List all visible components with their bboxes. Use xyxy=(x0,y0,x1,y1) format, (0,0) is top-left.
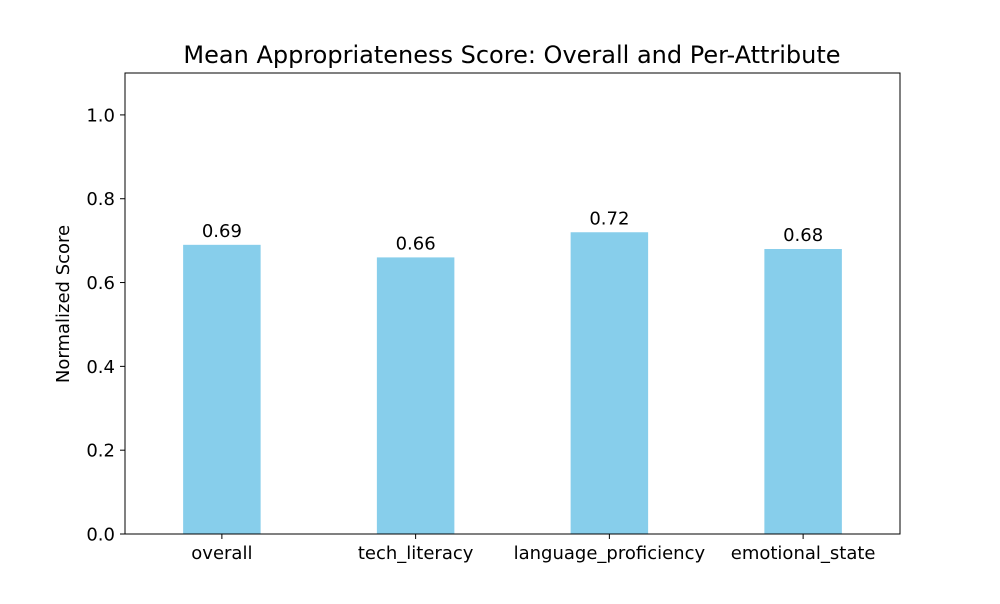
bar-value-label: 0.68 xyxy=(783,225,823,246)
bar-emotional_state xyxy=(764,249,842,534)
x-tick-label: overall xyxy=(191,543,252,564)
y-tick-label: 0.6 xyxy=(86,273,115,294)
bars-layer: 0.69 0.66 0.72 0.68 xyxy=(183,208,842,534)
y-tick-label: 1.0 xyxy=(86,105,115,126)
y-tick-label: 0.8 xyxy=(86,189,115,210)
plot-frame xyxy=(124,72,901,535)
x-tick-label: emotional_state xyxy=(731,543,876,564)
y-tick-label: 0.2 xyxy=(86,441,115,462)
x-tick-label: language_proficiency xyxy=(514,543,706,564)
y-tick-label: 0.4 xyxy=(86,357,115,378)
x-tick-label: tech_literacy xyxy=(358,543,474,564)
y-tick-label: 0.0 xyxy=(86,525,115,546)
chart-title: Mean Appropriateness Score: Overall and … xyxy=(183,41,840,69)
bar-tech_literacy xyxy=(376,257,455,534)
axes-layer: 0.0 0.2 0.4 0.6 0.8 1.0 overall tech_literacy la… xyxy=(86,72,901,564)
bar-overall xyxy=(183,244,261,534)
bar-value-label: 0.66 xyxy=(396,233,436,254)
bar-value-label: 0.69 xyxy=(202,221,242,242)
bar-language_proficiency xyxy=(570,232,649,534)
y-axis-label: Normalized Score xyxy=(53,225,74,383)
bar-value-label: 0.72 xyxy=(589,208,629,229)
